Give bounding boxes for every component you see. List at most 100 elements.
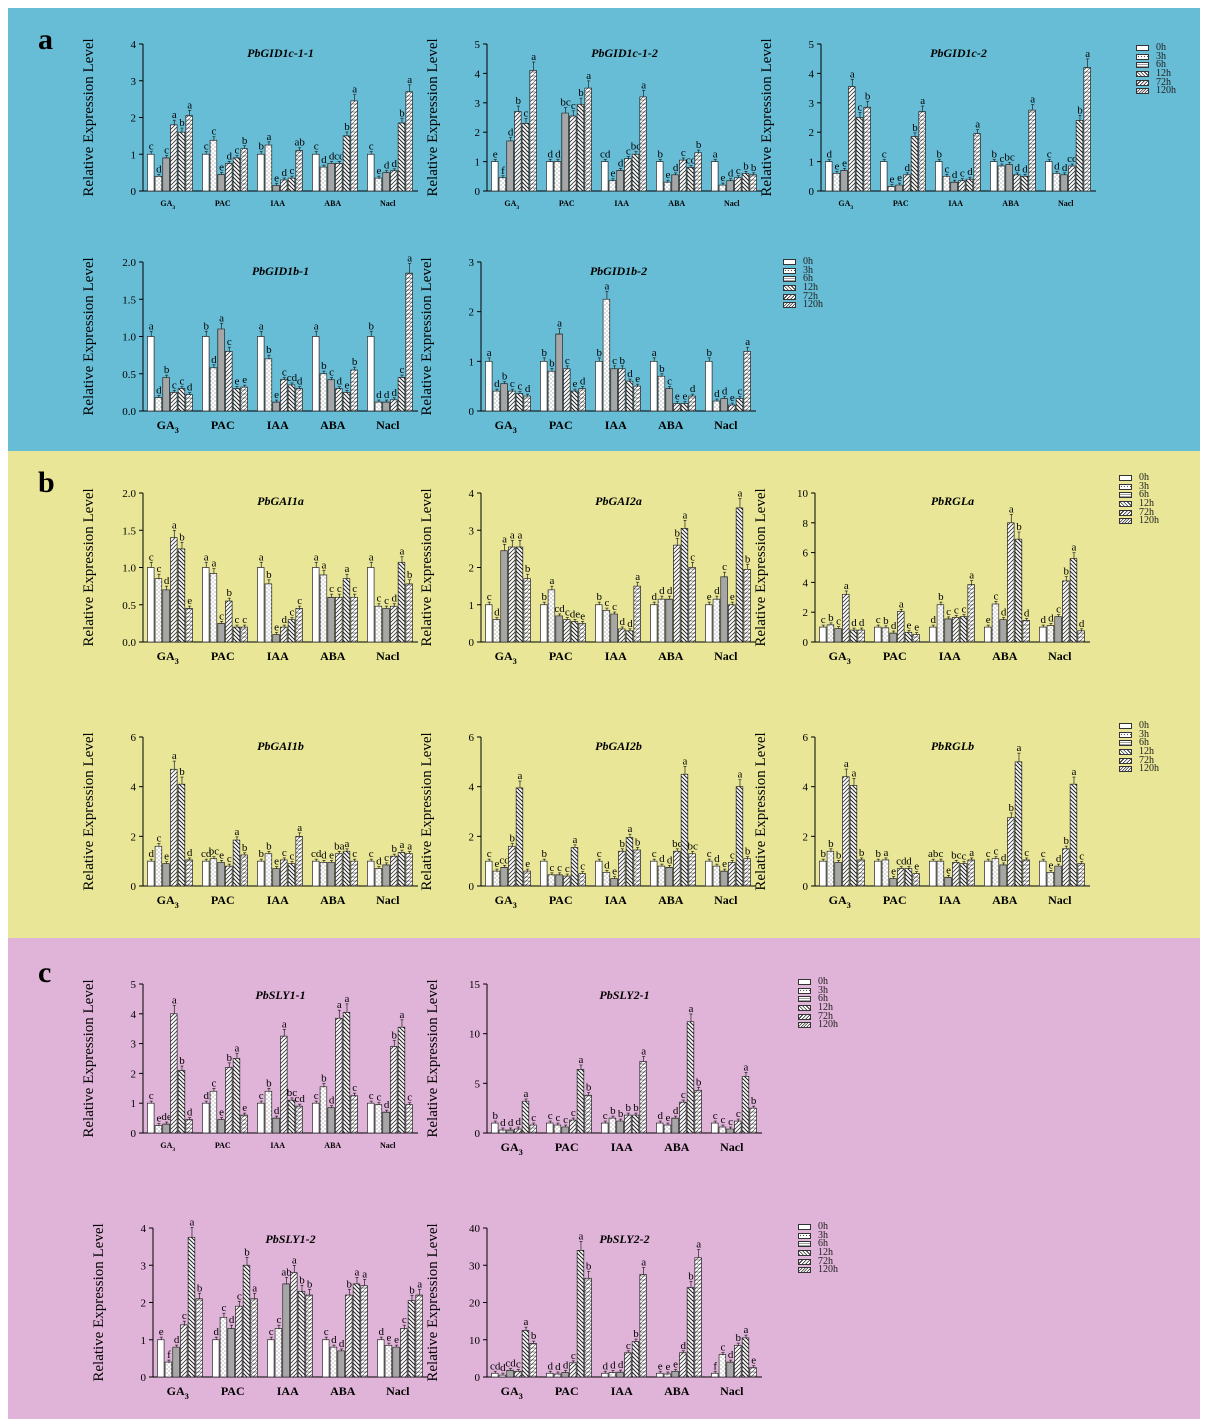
significance-letter: e — [897, 172, 902, 184]
significance-letter: c — [221, 1302, 226, 1314]
significance-letter: e — [187, 595, 192, 607]
panel-c: c — [8, 938, 1200, 1419]
bar — [350, 860, 358, 887]
significance-letter: d — [337, 376, 343, 388]
y-tick-label: 6 — [803, 548, 809, 560]
significance-letter: a — [400, 839, 405, 851]
significance-letter: d — [967, 166, 973, 178]
bar — [1062, 848, 1070, 887]
bar — [232, 157, 241, 192]
significance-letter: c — [227, 336, 232, 348]
significance-letter: a — [531, 51, 536, 63]
legend-label: 0h — [1156, 42, 1166, 54]
significance-letter: e — [986, 614, 991, 626]
significance-letter: b — [227, 1052, 233, 1064]
significance-letter: a — [190, 1217, 195, 1229]
significance-letter: c — [369, 1090, 374, 1102]
y-axis-label: Relative Expression Level — [81, 38, 97, 196]
bar — [834, 628, 842, 643]
bar — [1039, 626, 1047, 643]
x-tick-label: GA3 — [501, 1384, 523, 1401]
bar — [342, 392, 351, 412]
y-tick-label: 0 — [475, 1128, 481, 1140]
bar — [491, 1372, 499, 1378]
significance-letter: c — [571, 100, 576, 112]
legend-swatch — [783, 276, 796, 283]
bar — [631, 1114, 640, 1134]
y-tick-label: 4 — [131, 39, 137, 51]
bar — [327, 862, 335, 887]
significance-letter: b — [266, 344, 272, 356]
bar — [602, 298, 611, 412]
significance-letter: e — [274, 389, 279, 401]
bar — [553, 1124, 562, 1134]
bar — [382, 401, 390, 412]
significance-letter: c — [211, 126, 216, 138]
bar — [680, 403, 689, 412]
bar — [624, 158, 632, 192]
bar — [491, 1122, 499, 1134]
significance-letter: d — [1024, 607, 1030, 619]
bar — [498, 1374, 507, 1378]
significance-letter: a — [586, 70, 591, 82]
bar — [540, 604, 548, 643]
bar — [602, 871, 611, 887]
x-tick-label: IAA — [270, 1141, 285, 1150]
significance-letter: b — [875, 848, 881, 860]
significance-letter: ba — [334, 840, 345, 852]
bar — [735, 398, 744, 412]
bar — [177, 548, 186, 643]
significance-letter: c — [986, 848, 991, 860]
bar — [337, 1350, 345, 1378]
significance-letter: c — [612, 601, 617, 613]
significance-letter: d — [1062, 162, 1068, 174]
bar — [1083, 67, 1091, 192]
bar — [570, 847, 579, 887]
legend-swatch — [798, 1250, 811, 1257]
bar — [170, 768, 178, 887]
bar — [561, 1372, 569, 1378]
significance-letter: b — [164, 364, 170, 376]
legend: 0h 3h 6h 12h 72h 120h — [798, 977, 838, 1030]
significance-letter: a — [314, 320, 319, 332]
y-tick-label: 4 — [469, 488, 475, 500]
bar — [711, 161, 719, 192]
significance-letter: c — [510, 378, 515, 390]
x-tick-label: GA3 — [160, 199, 175, 211]
legend-swatch — [1119, 501, 1132, 508]
significance-letter: d — [376, 856, 382, 868]
bar — [705, 860, 713, 887]
significance-letter: d — [659, 853, 665, 865]
bar — [874, 860, 882, 887]
significance-letter: e — [612, 866, 617, 878]
significance-letter: b — [743, 160, 749, 172]
x-tick-label: Nacl — [386, 1384, 410, 1398]
bar — [741, 173, 750, 192]
legend-swatch — [1136, 71, 1149, 78]
bar — [718, 1126, 727, 1134]
significance-letter: b — [347, 1278, 353, 1290]
bar — [240, 148, 248, 192]
bar — [743, 858, 751, 887]
significance-letter: b — [203, 320, 209, 332]
chart-title: PbSLY1-1 — [255, 988, 305, 1002]
bar — [563, 619, 571, 643]
x-tick-label: IAA — [267, 649, 289, 663]
bar — [257, 567, 265, 643]
bar — [227, 1328, 235, 1378]
bar — [657, 598, 666, 643]
x-tick-label: PAC — [893, 199, 909, 208]
panel-label-a: a — [38, 23, 53, 56]
legend-swatch — [798, 987, 811, 994]
significance-letter: a — [400, 546, 405, 558]
significance-letter: a — [641, 79, 646, 91]
legend: 0h 3h 6h 12h 72h 120h — [1119, 721, 1159, 774]
bar — [257, 336, 265, 412]
bar — [1007, 522, 1015, 643]
significance-letter: b — [258, 848, 264, 860]
bar — [367, 860, 375, 887]
significance-letter: b — [1064, 566, 1070, 578]
bar — [584, 1094, 592, 1134]
significance-letter: cd — [505, 1357, 516, 1369]
bar — [500, 867, 508, 887]
